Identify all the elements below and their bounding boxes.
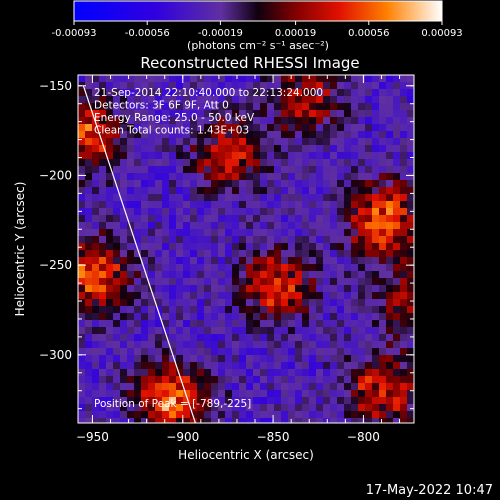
x-axis-label: Heliocentric X (arcsec) <box>178 448 314 462</box>
colorbar-tick-label: 0.00093 <box>421 28 462 39</box>
x-tick-label: −800 <box>347 430 380 444</box>
colorbar-tick-label: 0.00056 <box>348 28 389 39</box>
colorbar <box>73 0 443 22</box>
peak-position-label: Position of Peak = [-789,-225] <box>94 398 251 410</box>
y-tick-label: −150 <box>39 79 72 93</box>
y-tick-label: −300 <box>39 348 72 362</box>
x-axis-ticks: −950 −900 −850 −800 <box>76 75 401 444</box>
chart-title: Reconstructed RHESSI Image <box>140 54 359 72</box>
footer-timestamp: 17-May-2022 10:47 <box>366 483 493 498</box>
x-tick-label: −900 <box>166 430 199 444</box>
colorbar-tick-label: -0.00056 <box>125 28 170 39</box>
solar-limb-line <box>82 85 196 423</box>
annotation-line: Detectors: 3F 6F 9F, Att 0 <box>94 100 229 112</box>
y-tick-label: −250 <box>39 258 72 272</box>
heatmap-image <box>78 75 414 423</box>
annotation-block: 21-Sep-2014 22:10:40.000 to 22:13:24.000… <box>94 87 323 137</box>
y-axis-label: Heliocentric Y (arcsec) <box>13 182 27 317</box>
colorbar-tick-label: -0.00093 <box>52 28 97 39</box>
plot-frame <box>77 74 415 424</box>
x-tick-label: −850 <box>257 430 290 444</box>
colorbar-tick-label: -0.00019 <box>198 28 243 39</box>
annotation-line: 21-Sep-2014 22:10:40.000 to 22:13:24.000 <box>94 87 323 99</box>
colorbar-tick-label: 0.00019 <box>275 28 316 39</box>
annotation-line: Clean Total counts: 1.43E+03 <box>94 125 249 137</box>
colorbar-ticks: -0.00093 -0.00056 -0.00019 0.00019 0.00056 0.… <box>52 21 463 39</box>
y-axis-ticks: −150 −200 −250 −300 <box>39 79 414 410</box>
x-tick-label: −950 <box>76 430 109 444</box>
colorbar-unit-label: (photons cm⁻² s⁻¹ asec⁻²) <box>187 39 329 52</box>
y-tick-label: −200 <box>39 168 72 182</box>
annotation-line: Energy Range: 25.0 - 50.0 keV <box>94 112 255 124</box>
